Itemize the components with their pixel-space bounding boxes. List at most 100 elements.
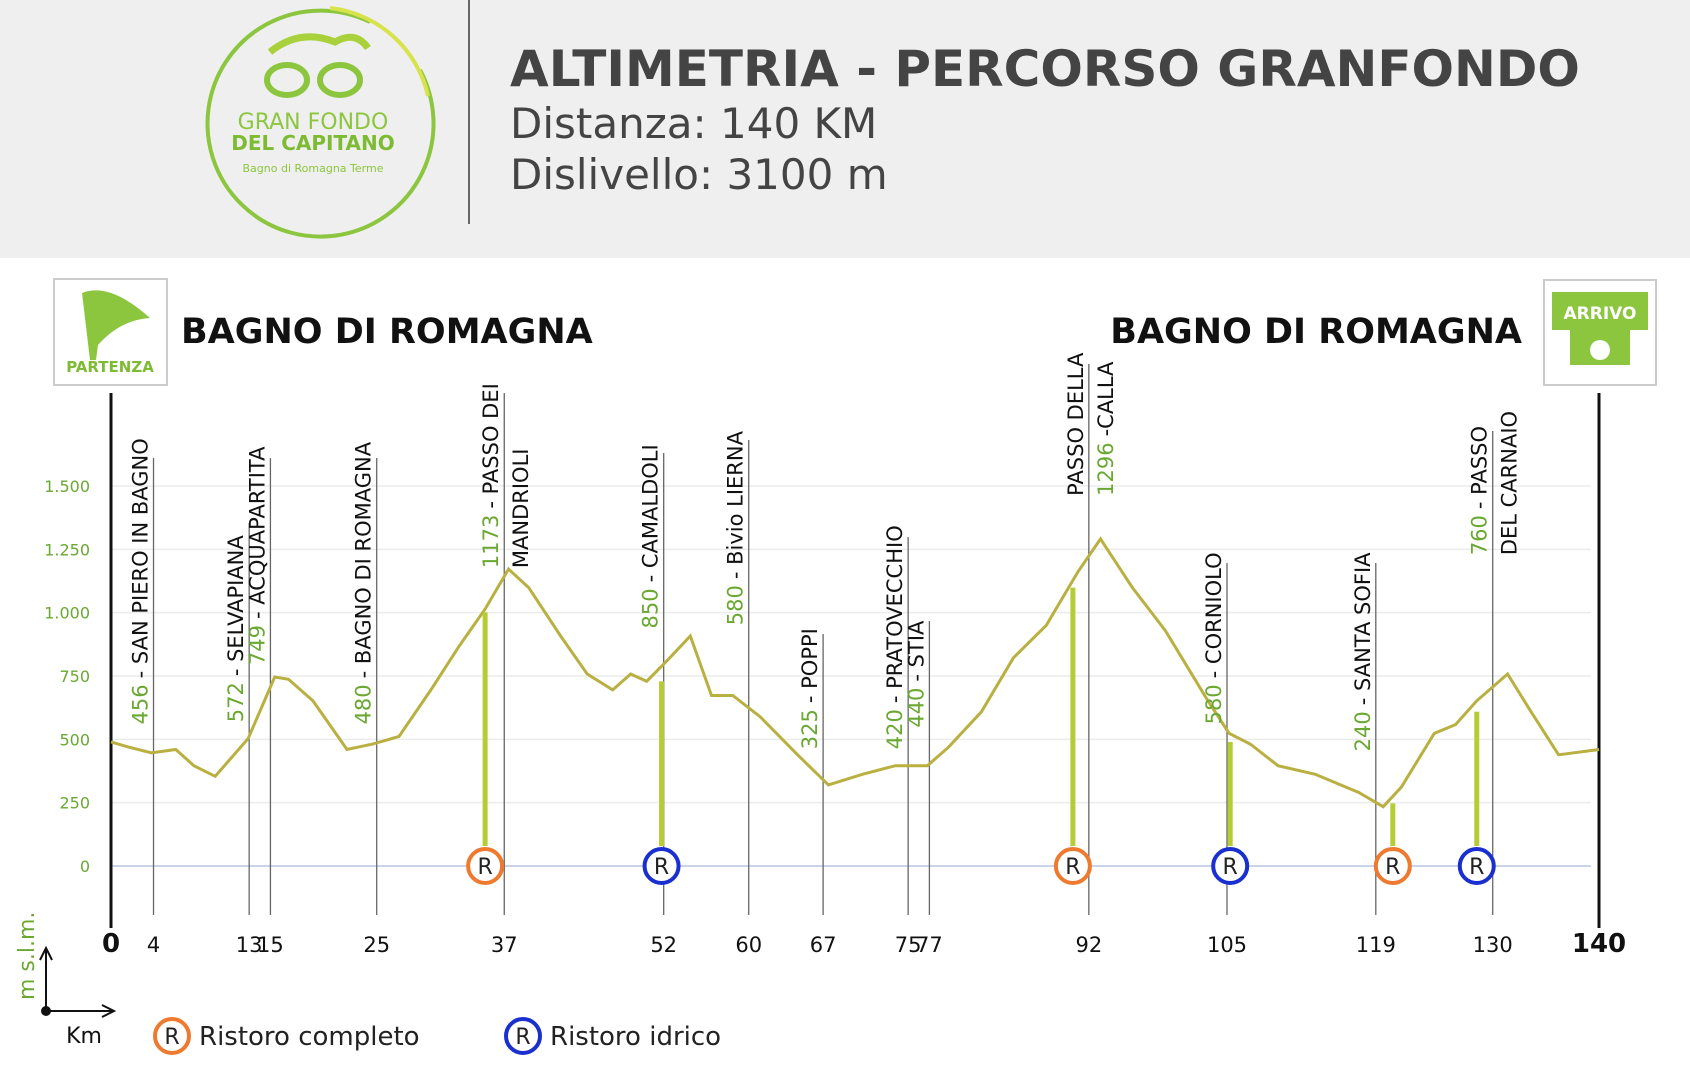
legend-marker [153, 1017, 191, 1055]
waypoint-label: 1296 -CALLA [1094, 361, 1118, 496]
y-tick-label: 1.250 [44, 540, 90, 559]
waypoint-label: 1173 - PASSO DEI [479, 383, 503, 568]
legend-marker [504, 1017, 542, 1055]
x-tick-label: 75 [895, 933, 922, 957]
elevation-profile [110, 536, 1600, 809]
y-tick-label: 0 [80, 857, 90, 876]
x-tick-label: 4 [147, 933, 160, 957]
y-tick-label: 1.000 [44, 604, 90, 623]
waypoint-name: MANDRIOLI [509, 449, 533, 569]
waypoint-elevation: 572 [224, 682, 248, 722]
x-tick-label: 140 [1572, 929, 1626, 959]
x-tick-label: 37 [491, 933, 518, 957]
title: ALTIMETRIA - PERCORSO GRANFONDO [510, 40, 1580, 98]
logo-text: DEL CAPITANO [231, 131, 395, 155]
ristoro-marker [466, 847, 505, 885]
waypoint-name: - Bivio LIERNA [724, 430, 748, 579]
x-tick-label: 0 [102, 929, 120, 959]
ristoro-symbol: R [1469, 855, 1484, 880]
waypoint-label: 440 - STIA [904, 620, 928, 728]
waypoint-label: 480 - BAGNO DI ROMAGNA [352, 441, 376, 724]
waypoint-elevation: 480 [352, 684, 376, 724]
waypoint-name: PASSO DELLA [1064, 352, 1088, 496]
waypoint-label: MANDRIOLI [509, 449, 533, 569]
finish-icon-dot [1590, 340, 1610, 360]
x-tick-label: 60 [735, 933, 762, 957]
waypoint-elevation: 456 [129, 684, 153, 724]
waypoint-label: 240 - SANTA SOFIA [1351, 552, 1375, 752]
waypoint-name: - SELVAPIANA [224, 535, 248, 677]
x-tick-label: 77 [916, 933, 943, 957]
logo-wheel [317, 62, 363, 98]
waypoint-label: 580 - Bivio LIERNA [724, 430, 748, 625]
waypoint-name: - CAMALDOLI [639, 444, 663, 582]
waypoint-elevation: 760 [1468, 515, 1492, 555]
legend-symbol: R [515, 1025, 530, 1050]
ristoro-symbol: R [1065, 855, 1080, 880]
logo-text: GRAN FONDO [238, 110, 389, 135]
waypoint-elevation: 440 [904, 688, 928, 728]
waypoint-name: - SANTA SOFIA [1351, 552, 1375, 705]
waypoint-elevation: 1173 [479, 515, 503, 568]
waypoint-label: 572 - SELVAPIANA [224, 535, 248, 723]
x-tick-label: 105 [1207, 933, 1247, 957]
y-axis-label: m s.l.m. [15, 912, 40, 1000]
logo-rider [267, 33, 371, 55]
waypoint-name: - PASSO DEI [479, 383, 503, 508]
badge-label: ARRIVO [1564, 304, 1637, 324]
waypoint-name: - PASSO [1468, 426, 1492, 509]
waypoint-name: - SAN PIERO IN BAGNO [129, 438, 153, 678]
waypoint-label: 760 - PASSO [1468, 426, 1492, 555]
waypoint-elevation: 240 [1351, 711, 1375, 751]
x-tick-label: 15 [257, 933, 284, 957]
waypoint-elevation: 1296 [1094, 442, 1118, 495]
waypoint-label: 580 - CORNIOLO [1202, 552, 1226, 724]
ristoro-symbol: R [654, 855, 669, 880]
waypoint-elevation: 850 [639, 588, 663, 628]
badge-label: PARTENZA [66, 358, 154, 376]
axes-origin [41, 1006, 51, 1016]
y-tick-label: 250 [59, 794, 90, 813]
finish-badge: ARRIVO [1543, 279, 1657, 386]
x-tick-label: 25 [363, 933, 390, 957]
waypoint-name: - PRATOVECCHIO [883, 525, 907, 703]
waypoint-elevation: 580 [724, 585, 748, 625]
climb: Dislivello: 3100 m [510, 150, 888, 199]
waypoint-name: - BAGNO DI ROMAGNA [352, 441, 376, 678]
legend-symbol: R [164, 1025, 179, 1050]
x-tick-label: 52 [650, 933, 677, 957]
waypoint-name: -CALLA [1094, 361, 1118, 436]
waypoint-name: DEL CARNAIO [1498, 411, 1522, 555]
waypoint-elevation: 420 [883, 709, 907, 749]
finish-place: BAGNO DI ROMAGNA [1110, 312, 1522, 352]
waypoint-label: DEL CARNAIO [1498, 411, 1522, 555]
waypoint-elevation: 580 [1202, 684, 1226, 724]
waypoint-label: 749 - ACQUAPARTITA [245, 446, 269, 665]
waypoint-label: 420 - PRATOVECCHIO [883, 525, 907, 749]
waypoint-label: 456 - SAN PIERO IN BAGNO [129, 438, 153, 724]
ristoro-symbol: R [1385, 855, 1400, 880]
start-place: BAGNO DI ROMAGNA [181, 312, 593, 352]
logo: GRAN FONDO DEL CAPITANO Bagno di Romagna… [205, 6, 436, 239]
x-tick-label: 67 [810, 933, 837, 957]
waypoint-name: - ACQUAPARTITA [245, 446, 269, 619]
x-tick-label: 119 [1356, 933, 1396, 957]
logo-ring [205, 8, 436, 239]
waypoint-name: - STIA [904, 620, 928, 682]
x-tick-label: 130 [1473, 933, 1513, 957]
ristoro-symbol: R [1223, 855, 1238, 880]
finish-icon [1552, 292, 1648, 365]
ristoro-symbol: R [477, 855, 492, 880]
x-tick-label: 92 [1075, 933, 1102, 957]
ristoro-marker [1053, 847, 1092, 885]
ristoro-marker [1373, 847, 1412, 885]
waypoint-name: - POPPI [798, 628, 822, 703]
legend-label: Ristoro completo [199, 1022, 420, 1052]
flag-icon [82, 290, 150, 360]
y-tick-label: 500 [59, 730, 90, 749]
waypoint-name: - CORNIOLO [1202, 552, 1226, 678]
y-tick-label: 750 [59, 667, 90, 686]
waypoint-label: 325 - POPPI [798, 628, 822, 749]
legend-label: Ristoro idrico [550, 1022, 721, 1052]
